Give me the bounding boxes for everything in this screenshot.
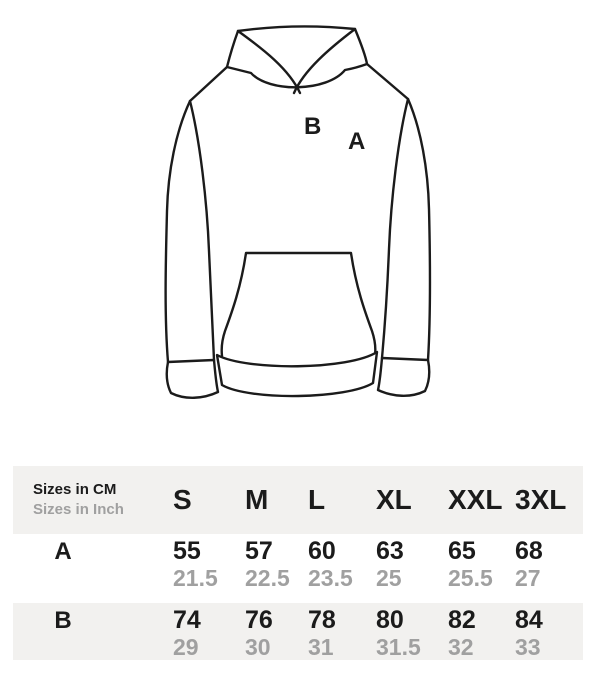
size-col-header-m: M (245, 484, 269, 515)
inch-value: 23.5 (308, 565, 353, 591)
cm-value: 68 (515, 537, 543, 565)
diagram-label-a: A (348, 128, 365, 155)
measurement-cell: 80 31.5 (376, 603, 448, 661)
measurement-cell: 74 29 (173, 603, 245, 661)
measurement-cell: 60 23.5 (308, 534, 376, 592)
size-table: Sizes in CM Sizes in Inch S M L XL XXL 3… (13, 466, 583, 660)
left-shoulder-sleeve-outline (164, 65, 229, 364)
cm-value: 78 (308, 606, 336, 634)
cm-value: 80 (376, 606, 404, 634)
inch-value: 27 (515, 565, 541, 591)
hoodie-size-diagram: B A (164, 25, 432, 399)
units-cm-label: Sizes in CM (33, 481, 117, 498)
table-row-a: A 55 21.5 57 22.5 60 23.5 63 25 65 25.5 (13, 534, 583, 603)
inch-value: 33 (515, 634, 541, 660)
inch-value: 25 (376, 565, 402, 591)
measurement-cell: 55 21.5 (173, 534, 245, 592)
inch-value: 25.5 (448, 565, 493, 591)
hood-right-drape-seam (292, 27, 357, 95)
diagram-label-b: B (304, 113, 321, 140)
inch-value: 32 (448, 634, 474, 660)
cm-value: 84 (515, 606, 543, 634)
left-sleeve-inner-seam (188, 99, 216, 362)
cm-value: 65 (448, 537, 476, 565)
table-header-row: Sizes in CM Sizes in Inch S M L XL XXL 3… (13, 466, 583, 534)
measurement-cell: 76 30 (245, 603, 308, 661)
right-sleeve-inner-seam (380, 97, 410, 360)
measurement-cell: 82 32 (448, 603, 515, 661)
cm-value: 57 (245, 537, 273, 565)
inch-value: 31.5 (376, 634, 421, 660)
size-col-header-3xl: 3XL (515, 484, 567, 515)
hood (225, 25, 369, 89)
left-cuff (165, 358, 220, 399)
inch-value: 31 (308, 634, 334, 660)
measurement-cell: 84 33 (515, 603, 583, 661)
cm-value: 74 (173, 606, 201, 634)
size-col-header-s: S (173, 484, 192, 515)
measurement-cell: 78 31 (308, 603, 376, 661)
row-label-b: B (54, 607, 72, 634)
size-col-header-l: L (308, 484, 326, 515)
right-shoulder-sleeve-outline (365, 62, 432, 362)
size-col-header-xxl: XXL (448, 484, 503, 515)
right-cuff (376, 356, 431, 397)
table-row-b: B 74 29 76 30 78 31 80 31.5 82 32 8 (13, 603, 583, 660)
measurement-cell: 65 25.5 (448, 534, 515, 592)
measurement-cell: 63 25 (376, 534, 448, 592)
cm-value: 63 (376, 537, 404, 565)
units-header: Sizes in CM Sizes in Inch (13, 466, 173, 520)
cm-value: 60 (308, 537, 336, 565)
cm-value: 82 (448, 606, 476, 634)
inch-value: 30 (245, 634, 271, 660)
inch-value: 29 (173, 634, 199, 660)
inch-value: 22.5 (245, 565, 290, 591)
measurement-cell: 68 27 (515, 534, 583, 592)
cm-value: 76 (245, 606, 273, 634)
size-col-header-xl: XL (376, 484, 412, 515)
inch-value: 21.5 (173, 565, 218, 591)
measurement-cell: 57 22.5 (245, 534, 308, 592)
cm-value: 55 (173, 537, 201, 565)
row-label-a: A (54, 538, 72, 565)
units-inch-label: Sizes in Inch (33, 501, 124, 518)
